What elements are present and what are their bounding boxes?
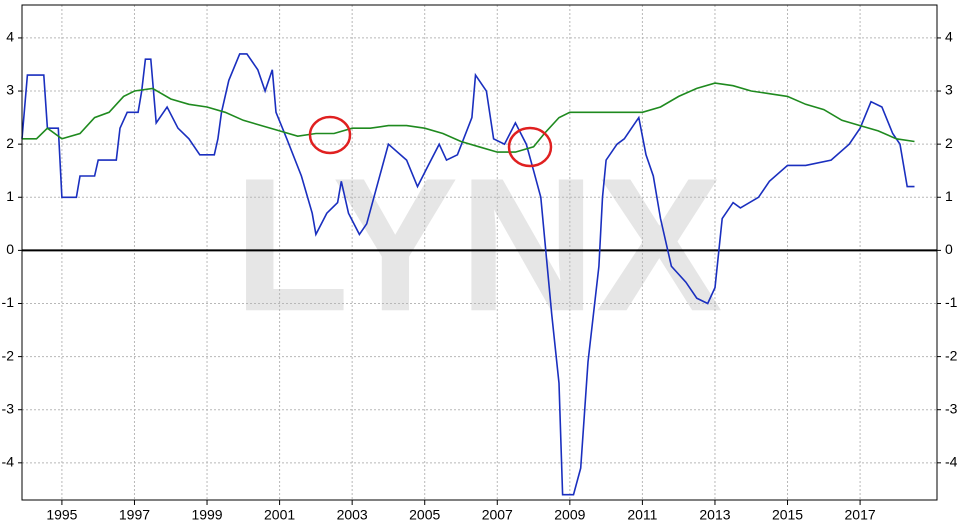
y2-tick-label: -4 xyxy=(945,454,958,470)
x-tick-label: 1999 xyxy=(191,507,222,523)
y2-tick-label: 4 xyxy=(945,29,953,45)
y2-tick-label: 3 xyxy=(945,82,953,98)
y-tick-label: 4 xyxy=(6,29,14,45)
y-tick-label: 0 xyxy=(6,241,14,257)
x-tick-label: 2013 xyxy=(699,507,730,523)
x-tick-label: 2011 xyxy=(627,507,657,523)
y-tick-label: 2 xyxy=(6,135,14,151)
highlight-circle xyxy=(308,115,352,155)
y2-tick-label: -2 xyxy=(945,347,958,363)
y-tick-label: -1 xyxy=(2,294,15,310)
y2-tick-label: 1 xyxy=(945,188,953,204)
x-tick-label: 1997 xyxy=(119,507,150,523)
x-tick-label: 2003 xyxy=(337,507,368,523)
x-tick-label: 2009 xyxy=(554,507,585,523)
y-tick-label: 1 xyxy=(6,188,14,204)
x-tick-label: 2017 xyxy=(845,507,876,523)
series-line xyxy=(21,53,915,496)
y2-tick-label: 2 xyxy=(945,135,953,151)
y-tick-label: -2 xyxy=(2,347,15,363)
highlight-circle xyxy=(507,126,553,168)
y2-tick-label: 0 xyxy=(945,241,953,257)
x-tick-label: 2007 xyxy=(482,507,513,523)
y-tick-label: -4 xyxy=(2,454,15,470)
plot-frame xyxy=(21,4,938,501)
plot-area: -4 -4 -3 -3 -2 -2 -1 -1 0 0 1 1 2 2 3 3 4 4 1995 1997 1999 20… xyxy=(2,5,958,523)
x-tick-label: 1995 xyxy=(46,507,77,523)
x-tick-label: 2005 xyxy=(409,507,440,523)
y2-tick-label: -3 xyxy=(945,400,958,416)
series-line xyxy=(22,82,915,153)
watermark: LYNX xyxy=(233,139,722,351)
y2-tick-label: -1 xyxy=(945,294,958,310)
x-tick-label: 2001 xyxy=(264,507,295,523)
y-tick-label: 3 xyxy=(6,82,14,98)
y-tick-label: -3 xyxy=(2,400,15,416)
x-tick-label: 2015 xyxy=(772,507,803,523)
